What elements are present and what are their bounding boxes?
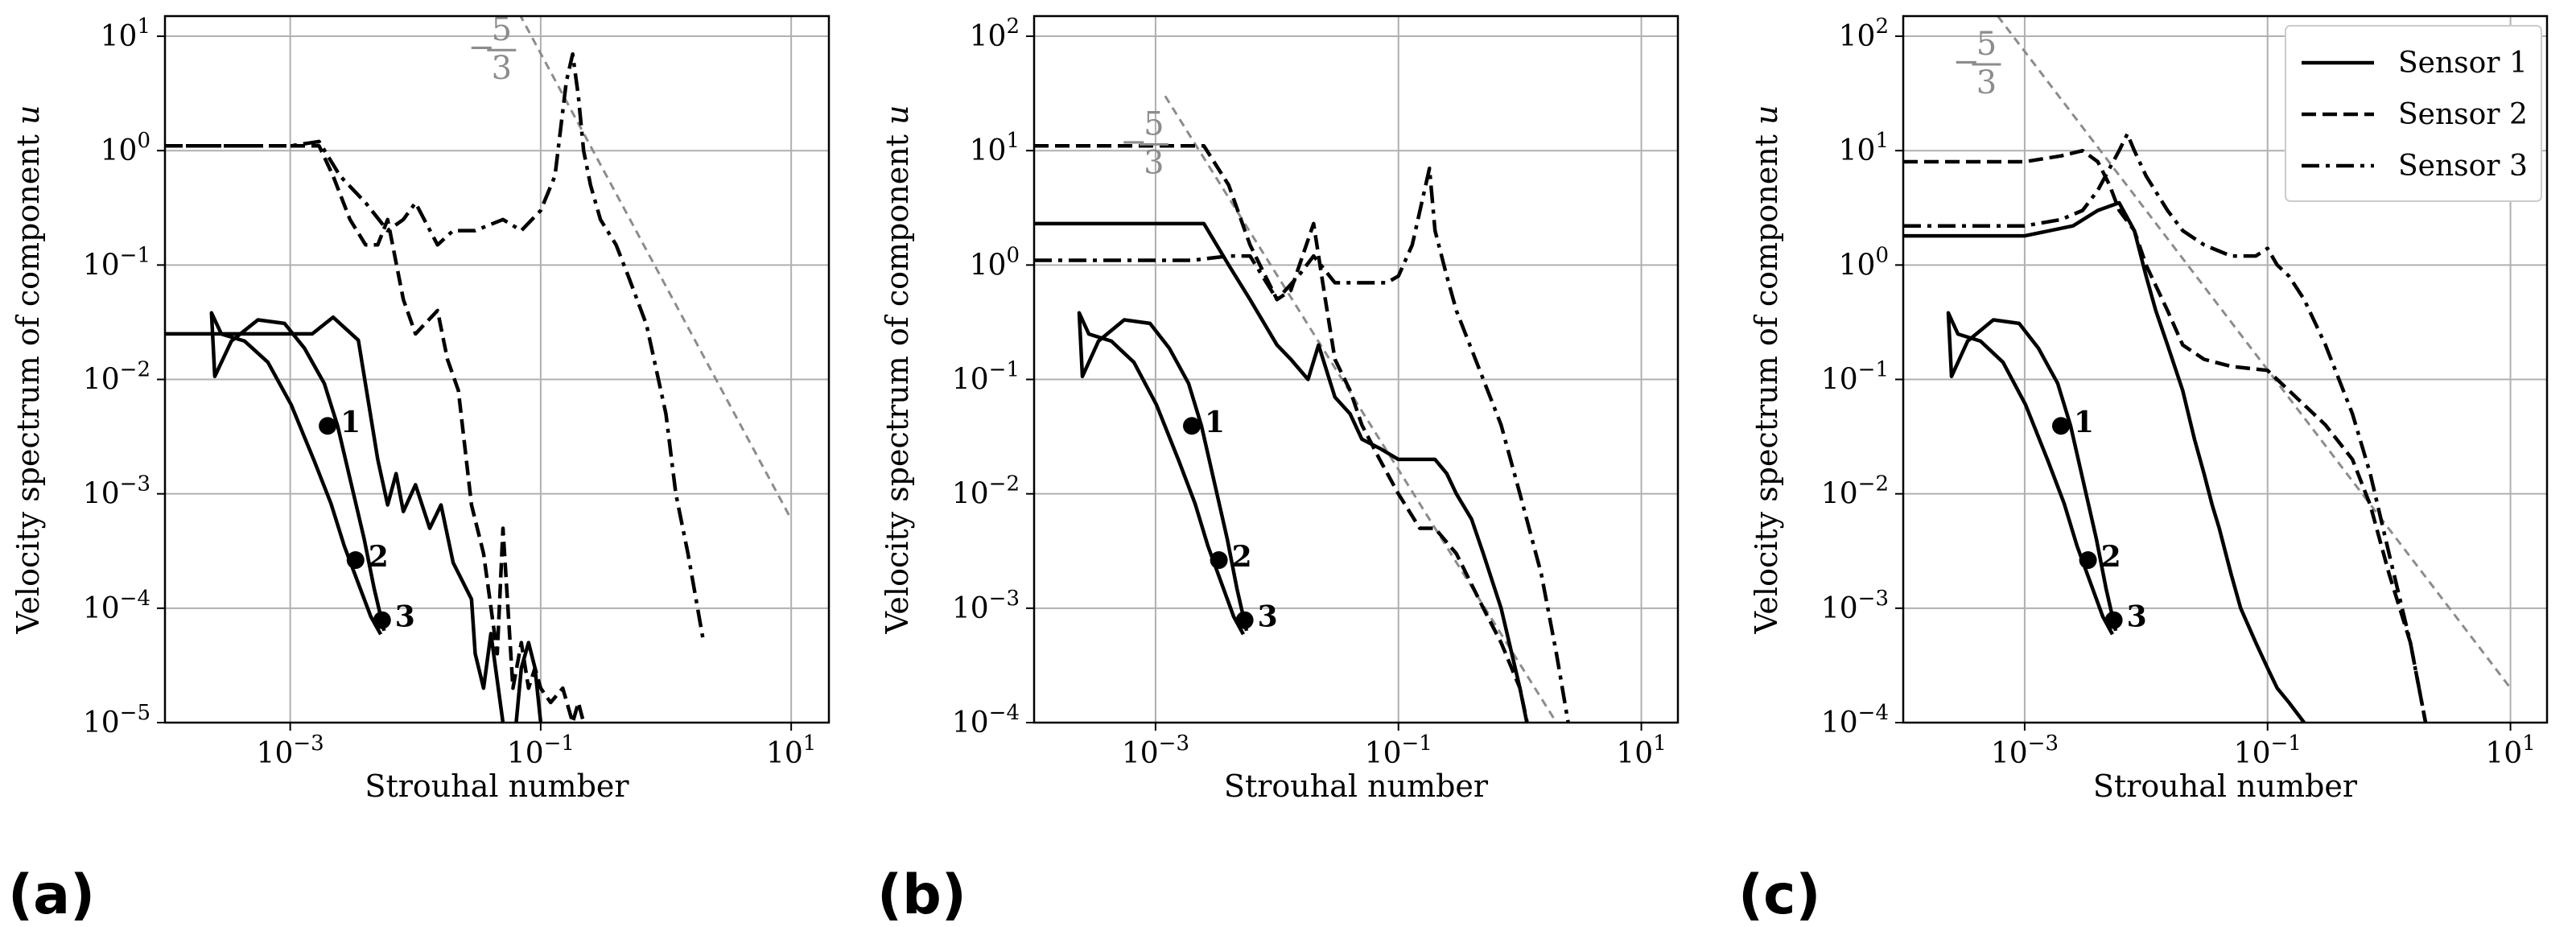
plot-area xyxy=(1903,16,2512,723)
y-tick-label: 101 xyxy=(101,14,150,53)
axes-frame xyxy=(163,14,831,724)
y-tick-label: 10−3 xyxy=(952,587,1020,625)
sensor-marker-2 xyxy=(1210,551,1228,570)
svg-text:−: − xyxy=(1120,123,1148,160)
y-tick-label: 100 xyxy=(101,129,150,167)
x-tick-label: 10−1 xyxy=(1365,731,1432,770)
panel-1: 10−3 10−1 10110−510−410−310−210−1100101123… xyxy=(8,11,831,927)
x-tick-label: 10−3 xyxy=(1991,731,2059,770)
y-tick-label: 10−1 xyxy=(952,358,1020,397)
y-tick-label: 102 xyxy=(1839,14,1889,53)
svg-text:5: 5 xyxy=(1144,105,1164,142)
series-line-sensor-2 xyxy=(1903,148,2428,723)
sensor-marker-2 xyxy=(2079,551,2097,570)
sensor-marker-label: 2 xyxy=(369,540,389,574)
series-line-sensor-2 xyxy=(1034,144,1529,723)
airfoil-inset xyxy=(1077,311,1249,636)
series-line-sensor-3 xyxy=(165,52,706,643)
x-tick-label: 101 xyxy=(766,731,816,770)
x-axis-label: Strouhal number xyxy=(1224,768,1489,804)
y-tick-label: 102 xyxy=(970,14,1020,53)
svg-text:−: − xyxy=(468,29,495,66)
y-tick-label: 10−5 xyxy=(83,701,150,740)
y-tick-label: 10−1 xyxy=(1821,358,1889,397)
x-tick-label: 10−3 xyxy=(1122,731,1189,770)
series-line-sensor-1 xyxy=(165,315,543,723)
series-line-sensor-3 xyxy=(1903,132,2428,723)
y-tick-label: 10−1 xyxy=(83,243,150,282)
legend: Sensor 1 Sensor 2 Sensor 3 xyxy=(2285,25,2542,202)
slope-reference-line xyxy=(1997,16,2512,690)
svg-text:5: 5 xyxy=(492,11,512,48)
legend-entry-sensor-1: Sensor 1 xyxy=(2398,47,2528,80)
series-line-sensor-3 xyxy=(1034,166,1570,723)
svg-text:3: 3 xyxy=(1144,144,1164,181)
sensor-marker-label: 1 xyxy=(340,406,361,439)
x-axis-label: Strouhal number xyxy=(365,768,629,804)
y-tick-label: 10−2 xyxy=(952,472,1020,511)
sensor-marker-1 xyxy=(319,417,337,435)
y-axis-label: Velocity spectrum of component u xyxy=(880,105,915,634)
y-tick-label: 10−3 xyxy=(83,472,150,511)
x-tick-label: 10−3 xyxy=(257,731,324,770)
sensor-marker-label: 2 xyxy=(1232,540,1252,574)
panel-label: (a) xyxy=(8,863,95,927)
x-axis-label: Strouhal number xyxy=(2093,768,2358,804)
svg-text:5: 5 xyxy=(1976,26,1997,63)
sensor-marker-1 xyxy=(1183,417,1201,435)
slope-annotation: −53 xyxy=(1952,26,2001,101)
axes-frame xyxy=(1032,14,1680,724)
y-tick-label: 10−2 xyxy=(83,358,150,397)
sensor-marker-label: 1 xyxy=(2074,406,2094,439)
y-axis-label: Velocity spectrum of component u xyxy=(1749,105,1784,634)
axes-frame xyxy=(1902,14,2549,724)
series-line-sensor-1 xyxy=(1903,200,2306,723)
y-tick-label: 10−3 xyxy=(1821,587,1889,625)
series-line-sensor-2 xyxy=(165,144,586,723)
sensor-marker-3 xyxy=(2104,611,2123,629)
sensor-marker-1 xyxy=(2052,417,2070,435)
y-tick-label: 100 xyxy=(970,243,1020,282)
plot-area xyxy=(1034,95,1570,723)
y-tick-label: 10−2 xyxy=(1821,472,1889,511)
slope-annotation: −53 xyxy=(468,11,517,87)
sensor-marker-label: 3 xyxy=(395,600,415,634)
slope-annotation: −53 xyxy=(1120,105,1168,181)
slope-reference-line xyxy=(519,16,793,520)
y-tick-label: 101 xyxy=(970,129,1020,167)
panel-2: 10−3 10−1 10110−410−310−210−1100101102123−… xyxy=(877,14,1680,927)
airfoil-inset xyxy=(1946,311,2118,636)
legend-entry-sensor-3: Sensor 3 xyxy=(2398,150,2528,183)
x-tick-label: 101 xyxy=(2485,731,2535,770)
sensor-marker-label: 1 xyxy=(1205,406,1225,439)
svg-text:−: − xyxy=(1952,43,1980,80)
svg-text:3: 3 xyxy=(1976,64,1997,101)
x-tick-label: 10−1 xyxy=(2234,731,2302,770)
y-tick-label: 10−4 xyxy=(83,587,150,625)
legend-entry-sensor-2: Sensor 2 xyxy=(2398,98,2528,131)
series-line-sensor-1 xyxy=(1034,221,1529,723)
sensor-marker-2 xyxy=(346,551,365,570)
y-tick-label: 10−4 xyxy=(1821,701,1889,740)
panel-label: (c) xyxy=(1738,863,1820,927)
sensor-marker-label: 3 xyxy=(1258,600,1278,634)
y-tick-label: 10−4 xyxy=(952,701,1020,740)
svg-text:3: 3 xyxy=(492,50,512,87)
x-tick-label: 101 xyxy=(1616,731,1666,770)
airfoil-inset xyxy=(209,311,386,636)
sensor-marker-label: 3 xyxy=(2127,600,2147,634)
y-axis-label: Velocity spectrum of component u xyxy=(10,105,46,634)
x-tick-label: 10−1 xyxy=(507,731,575,770)
plot-area xyxy=(165,16,793,723)
y-tick-label: 100 xyxy=(1839,243,1889,282)
sensor-marker-3 xyxy=(373,611,391,629)
panel-label: (b) xyxy=(877,863,967,927)
y-tick-label: 101 xyxy=(1839,129,1889,167)
sensor-marker-label: 2 xyxy=(2101,540,2121,574)
panel-3: 10−3 10−1 10110−410−310−210−1100101102123−… xyxy=(1738,14,2549,927)
sensor-marker-3 xyxy=(1235,611,1254,629)
